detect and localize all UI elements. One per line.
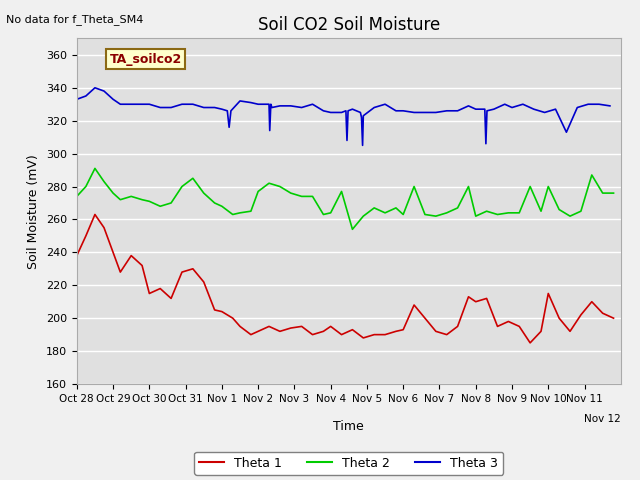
Legend: Theta 1, Theta 2, Theta 3: Theta 1, Theta 2, Theta 3 [195, 452, 503, 475]
Text: TA_soilco2: TA_soilco2 [109, 53, 182, 66]
Text: No data for f_Theta_SM4: No data for f_Theta_SM4 [6, 14, 144, 25]
Text: Nov 12: Nov 12 [584, 414, 621, 424]
Title: Soil CO2 Soil Moisture: Soil CO2 Soil Moisture [258, 16, 440, 34]
Y-axis label: Soil Moisture (mV): Soil Moisture (mV) [28, 154, 40, 269]
X-axis label: Time: Time [333, 420, 364, 433]
